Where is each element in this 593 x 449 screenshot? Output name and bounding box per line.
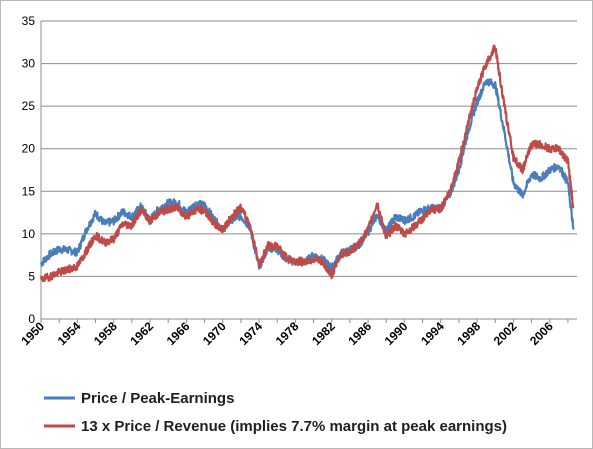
x-tick-label: 1970: [200, 319, 229, 348]
y-tick-label: 5: [28, 269, 35, 283]
x-tick-label: 2006: [527, 319, 556, 348]
y-tick-label: 25: [22, 99, 36, 113]
x-axis-ticks: 1950 1954 1958 1962 1966 1970 1974 1978 1982 1986…: [18, 319, 569, 348]
axes: [40, 21, 577, 320]
y-tick-label: 0: [28, 312, 35, 326]
y-tick-label: 15: [22, 184, 36, 198]
x-tick-label: 1978: [273, 319, 302, 348]
series-line-1: [39, 78, 575, 271]
legend: Price / Peak-Earnings 13 x Price / Revenu…: [44, 390, 507, 435]
gridlines: [41, 20, 577, 277]
legend-label-1: Price / Peak-Earnings: [81, 390, 234, 407]
series-lines: [39, 44, 575, 283]
x-tick-label: 1982: [309, 319, 338, 348]
y-tick-label: 20: [22, 142, 36, 156]
x-tick-label: 1950: [18, 319, 47, 348]
x-tick-label: 1986: [345, 319, 374, 348]
x-tick-label: 1994: [418, 319, 447, 348]
x-tick-label: 1962: [127, 319, 156, 348]
x-tick-label: 1954: [55, 319, 84, 348]
legend-label-2: 13 x Price / Revenue (implies 7.7% margi…: [81, 418, 507, 435]
x-tick-label: 1974: [236, 319, 265, 348]
y-tick-label: 35: [22, 14, 36, 28]
x-tick-label: 1998: [454, 319, 483, 348]
x-tick-label: 1990: [382, 319, 411, 348]
x-tick-label: 2002: [491, 319, 520, 348]
y-axis-ticks: 0 5 10 15 20 25 30 35: [22, 14, 36, 326]
series-line-2: [39, 44, 575, 283]
y-tick-label: 10: [22, 227, 36, 241]
x-tick-label: 1958: [91, 319, 120, 348]
x-tick-label: 1966: [164, 319, 193, 348]
y-tick-label: 30: [22, 57, 36, 71]
